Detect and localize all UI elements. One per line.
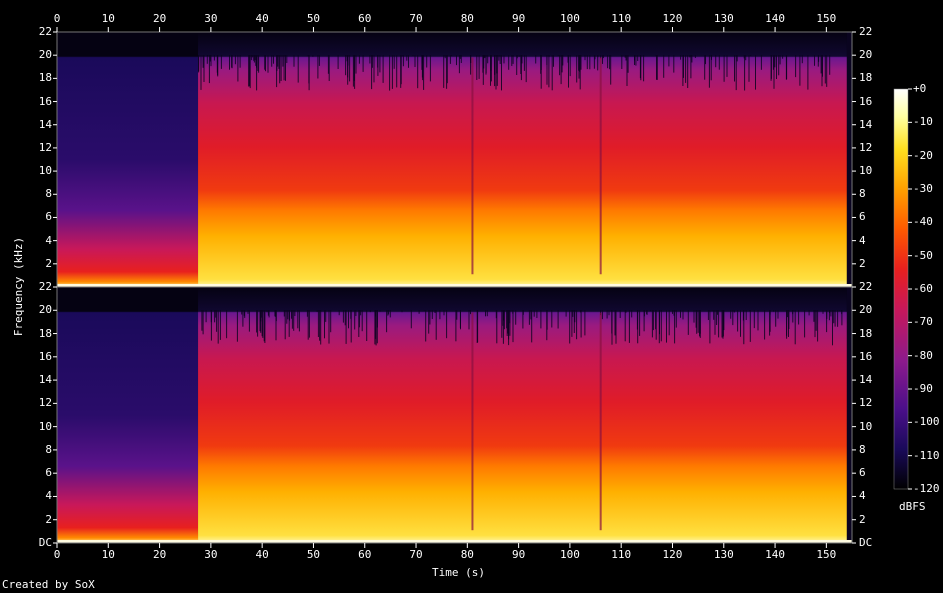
x-tick-label-bottom: 20 bbox=[152, 548, 167, 561]
x-tick-label-top: 40 bbox=[255, 12, 269, 25]
x-tick-label-bottom: 140 bbox=[765, 548, 785, 561]
x-tick-label-top: 60 bbox=[358, 12, 372, 25]
colorbar-tick-label: -40 bbox=[913, 215, 933, 229]
y-tick-label-right: 18 bbox=[859, 326, 873, 340]
y-axis-title: Frequency (kHz) bbox=[12, 236, 26, 337]
x-tick-label-top: 80 bbox=[460, 12, 474, 25]
y-tick-label-left: 12 bbox=[38, 396, 52, 410]
colorbar-tick-label: -10 bbox=[913, 115, 933, 129]
colorbar-tick-label: -110 bbox=[913, 448, 940, 462]
x-tick-label-bottom: 70 bbox=[409, 548, 423, 561]
y-tick-label-left: 22 bbox=[38, 25, 52, 38]
x-tick-label-top: 130 bbox=[713, 12, 734, 25]
y-tick-label-left: 2 bbox=[45, 256, 52, 270]
colorbar-tick-label: -60 bbox=[913, 282, 933, 295]
y-tick-label-left: DC bbox=[38, 536, 52, 549]
colorbar-tick-label: -70 bbox=[913, 315, 933, 329]
x-tick-label-bottom: 110 bbox=[611, 548, 632, 561]
y-tick-label-right: 16 bbox=[859, 349, 873, 363]
y-tick-label-left: 8 bbox=[45, 187, 52, 201]
y-tick-label-left: 8 bbox=[45, 442, 52, 456]
y-tick-label-left: 18 bbox=[38, 71, 52, 85]
colorbar bbox=[893, 88, 909, 490]
y-tick-label-left: 10 bbox=[38, 419, 52, 433]
y-tick-label-left: 12 bbox=[38, 140, 52, 154]
x-tick-label-top: 100 bbox=[559, 12, 580, 25]
y-tick-label-left: 6 bbox=[45, 210, 52, 224]
x-tick-label-top: 110 bbox=[611, 12, 632, 25]
colorbar-tick-label: -30 bbox=[913, 182, 933, 195]
x-tick-label-bottom: 40 bbox=[255, 548, 269, 561]
x-tick-label-top: 50 bbox=[306, 12, 321, 25]
y-tick-label-right: 20 bbox=[859, 303, 873, 317]
y-tick-label-right: 12 bbox=[859, 140, 873, 154]
x-tick-label-top: 20 bbox=[152, 12, 167, 25]
x-axis-title: Time (s) bbox=[432, 566, 485, 579]
x-tick-label-bottom: 90 bbox=[511, 548, 526, 561]
y-tick-label-right: 16 bbox=[859, 94, 873, 108]
y-tick-label-left: 2 bbox=[45, 512, 52, 526]
y-tick-label-right: 8 bbox=[859, 442, 866, 456]
x-tick-label-bottom: 30 bbox=[204, 548, 218, 561]
y-tick-label-right: 2 bbox=[859, 256, 866, 270]
y-tick-label-right: 2 bbox=[859, 512, 866, 526]
x-tick-label-bottom: 120 bbox=[662, 548, 683, 561]
x-tick-label-top: 120 bbox=[662, 12, 683, 25]
y-tick-label-left: 16 bbox=[38, 349, 52, 363]
y-tick-label-right: 12 bbox=[859, 396, 873, 410]
y-tick-label-right: 18 bbox=[859, 71, 873, 85]
y-tick-label-right: 14 bbox=[859, 117, 873, 131]
y-tick-label-left: 22 bbox=[38, 280, 52, 293]
colorbar-tick-label: -50 bbox=[913, 248, 933, 262]
x-tick-label-bottom: 130 bbox=[713, 548, 734, 561]
x-tick-label-bottom: 80 bbox=[460, 548, 474, 561]
y-tick-label-left: 4 bbox=[45, 233, 52, 247]
y-tick-label-right: DC bbox=[859, 536, 873, 549]
x-tick-label-bottom: 50 bbox=[306, 548, 321, 561]
colorbar-tick-label: -100 bbox=[913, 415, 940, 429]
colorbar-tick-label: -80 bbox=[913, 348, 933, 362]
colorbar-tick-label: -20 bbox=[913, 148, 933, 162]
x-tick-label-top: 140 bbox=[765, 12, 785, 25]
colorbar-title: dBFS bbox=[899, 500, 926, 513]
x-tick-label-top: 90 bbox=[511, 12, 526, 25]
y-tick-label-right: 6 bbox=[859, 466, 866, 480]
channel-2-spectrogram bbox=[56, 286, 853, 544]
colorbar-tick-label: -120 bbox=[913, 482, 940, 495]
sox-credit: Created by SoX bbox=[2, 578, 95, 591]
y-tick-label-left: 16 bbox=[38, 94, 52, 108]
y-tick-label-right: 4 bbox=[859, 233, 866, 247]
colorbar-tick-label: +0 bbox=[913, 82, 927, 95]
y-tick-label-left: 18 bbox=[38, 326, 52, 340]
x-tick-label-bottom: 60 bbox=[358, 548, 372, 561]
y-tick-label-right: 14 bbox=[859, 373, 873, 387]
y-tick-label-right: 22 bbox=[859, 280, 873, 293]
y-tick-label-left: 14 bbox=[38, 373, 52, 387]
x-tick-label-bottom: 10 bbox=[101, 548, 115, 561]
x-tick-label-top: 10 bbox=[101, 12, 115, 25]
y-tick-label-right: 6 bbox=[859, 210, 866, 224]
y-tick-label-right: 22 bbox=[859, 25, 873, 38]
x-tick-label-bottom: 100 bbox=[559, 548, 580, 561]
x-tick-label-top: 150 bbox=[816, 12, 837, 25]
y-tick-label-right: 8 bbox=[859, 187, 866, 201]
y-tick-label-left: 14 bbox=[38, 117, 52, 131]
x-tick-label-bottom: 150 bbox=[816, 548, 837, 561]
channel-1-spectrogram bbox=[56, 31, 853, 288]
colorbar-tick-label: -90 bbox=[913, 382, 933, 395]
y-tick-label-left: 20 bbox=[38, 303, 52, 317]
y-tick-label-left: 20 bbox=[38, 48, 52, 62]
y-tick-label-left: 6 bbox=[45, 466, 52, 480]
y-tick-label-left: 4 bbox=[45, 489, 52, 503]
y-tick-label-right: 20 bbox=[859, 48, 873, 62]
y-tick-label-right: 4 bbox=[859, 489, 866, 503]
y-tick-label-right: 10 bbox=[859, 419, 873, 433]
x-tick-label-top: 30 bbox=[204, 12, 218, 25]
x-tick-label-top: 70 bbox=[409, 12, 423, 25]
y-tick-label-left: 10 bbox=[38, 164, 52, 178]
x-tick-label-top: 0 bbox=[53, 12, 61, 25]
y-tick-label-right: 10 bbox=[859, 164, 873, 178]
x-tick-label-bottom: 0 bbox=[53, 548, 61, 561]
